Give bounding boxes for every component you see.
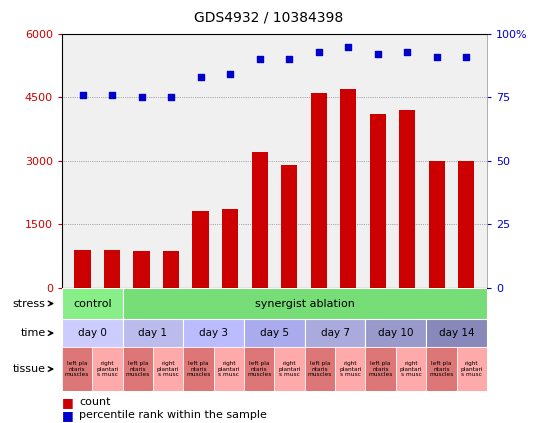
- Text: right
plantari
s musc: right plantari s musc: [157, 361, 179, 377]
- Bar: [305, 347, 335, 391]
- Point: [403, 48, 412, 55]
- Bar: [62, 319, 123, 347]
- Bar: [92, 347, 123, 391]
- Bar: [153, 347, 183, 391]
- Bar: [222, 209, 238, 288]
- Text: left pla
ntaris
muscles: left pla ntaris muscles: [308, 361, 332, 377]
- Text: right
plantari
s musc: right plantari s musc: [461, 361, 483, 377]
- Bar: [244, 319, 305, 347]
- Text: control: control: [73, 299, 111, 308]
- Bar: [426, 319, 487, 347]
- Text: day 3: day 3: [199, 328, 228, 338]
- Text: left pla
ntaris
muscles: left pla ntaris muscles: [186, 361, 211, 377]
- Bar: [104, 250, 120, 288]
- Bar: [74, 250, 90, 288]
- Text: synergist ablation: synergist ablation: [255, 299, 355, 308]
- Bar: [305, 319, 365, 347]
- Bar: [251, 152, 268, 288]
- Bar: [133, 251, 150, 288]
- Bar: [429, 161, 445, 288]
- Bar: [365, 347, 396, 391]
- Bar: [123, 347, 153, 391]
- Bar: [310, 93, 327, 288]
- Bar: [458, 161, 475, 288]
- Bar: [193, 212, 209, 288]
- Text: day 5: day 5: [260, 328, 289, 338]
- Text: right
plantari
s musc: right plantari s musc: [217, 361, 240, 377]
- Point: [108, 91, 116, 98]
- Point: [314, 48, 323, 55]
- Bar: [365, 319, 426, 347]
- Text: left pla
ntaris
muscles: left pla ntaris muscles: [429, 361, 454, 377]
- Bar: [457, 347, 487, 391]
- Text: day 0: day 0: [78, 328, 107, 338]
- Text: day 14: day 14: [438, 328, 475, 338]
- Text: left pla
ntaris
muscles: left pla ntaris muscles: [125, 361, 150, 377]
- Bar: [274, 347, 305, 391]
- Point: [285, 56, 293, 63]
- Bar: [335, 347, 365, 391]
- Point: [226, 71, 235, 78]
- Text: left pla
ntaris
muscles: left pla ntaris muscles: [247, 361, 271, 377]
- Text: ■: ■: [62, 396, 74, 409]
- Text: right
plantari
s musc: right plantari s musc: [278, 361, 301, 377]
- Text: right
plantari
s musc: right plantari s musc: [400, 361, 422, 377]
- Bar: [163, 251, 179, 288]
- Bar: [123, 319, 183, 347]
- Text: left pla
ntaris
muscles: left pla ntaris muscles: [369, 361, 393, 377]
- Text: percentile rank within the sample: percentile rank within the sample: [79, 410, 267, 420]
- Bar: [426, 347, 457, 391]
- Text: ■: ■: [62, 409, 74, 422]
- Text: time: time: [20, 328, 46, 338]
- Text: day 7: day 7: [321, 328, 350, 338]
- Point: [137, 94, 146, 101]
- Text: GDS4932 / 10384398: GDS4932 / 10384398: [194, 11, 344, 25]
- Bar: [62, 288, 123, 319]
- Text: tissue: tissue: [13, 364, 46, 374]
- Bar: [183, 347, 214, 391]
- Text: stress: stress: [13, 299, 46, 308]
- Bar: [214, 347, 244, 391]
- Point: [78, 91, 87, 98]
- Bar: [340, 89, 356, 288]
- Text: day 1: day 1: [138, 328, 167, 338]
- Text: right
plantari
s musc: right plantari s musc: [96, 361, 119, 377]
- Bar: [183, 319, 244, 347]
- Point: [433, 53, 441, 60]
- Point: [344, 43, 352, 50]
- Text: right
plantari
s musc: right plantari s musc: [339, 361, 362, 377]
- Bar: [123, 288, 487, 319]
- Bar: [399, 110, 415, 288]
- Bar: [62, 347, 92, 391]
- Text: left pla
ntaris
muscles: left pla ntaris muscles: [65, 361, 89, 377]
- Text: day 10: day 10: [378, 328, 414, 338]
- Bar: [370, 114, 386, 288]
- Text: count: count: [79, 397, 111, 407]
- Point: [256, 56, 264, 63]
- Bar: [281, 165, 298, 288]
- Point: [373, 51, 382, 58]
- Point: [167, 94, 175, 101]
- Point: [196, 74, 205, 80]
- Bar: [244, 347, 274, 391]
- Point: [462, 53, 471, 60]
- Bar: [396, 347, 426, 391]
